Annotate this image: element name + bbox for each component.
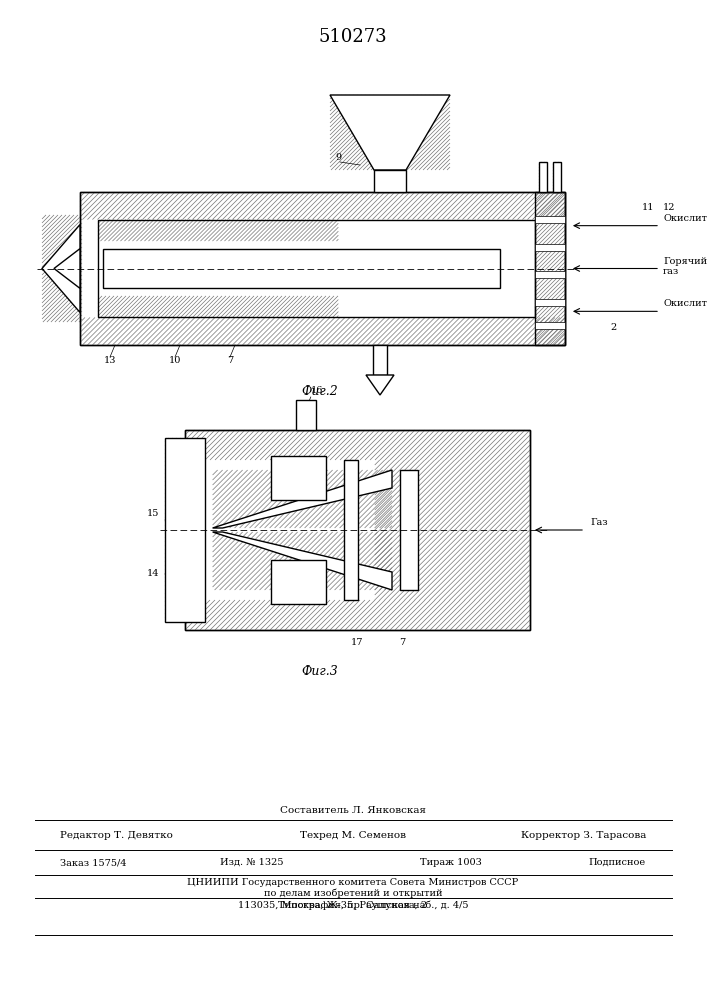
Text: Корректор З. Тарасова: Корректор З. Тарасова	[520, 830, 646, 840]
Text: 7: 7	[227, 356, 233, 365]
Bar	[535, 244, 565, 251]
Bar	[103, 249, 500, 288]
Bar	[98, 220, 535, 317]
Text: 15: 15	[147, 510, 159, 518]
Text: Фиг.2: Фиг.2	[302, 385, 339, 398]
Text: Подписное: Подписное	[589, 858, 646, 867]
Polygon shape	[366, 375, 394, 395]
Text: Фиг.3: Фиг.3	[302, 665, 339, 678]
Text: газ: газ	[663, 267, 679, 276]
Text: 510273: 510273	[319, 28, 387, 46]
Text: Тираж 1003: Тираж 1003	[420, 858, 482, 867]
Polygon shape	[213, 470, 392, 528]
Bar	[271, 456, 326, 500]
Text: 13: 13	[104, 356, 116, 365]
Bar	[185, 430, 530, 630]
Text: Заказ 1575/4: Заказ 1575/4	[60, 858, 127, 867]
Text: 16: 16	[311, 386, 323, 395]
Bar	[535, 192, 565, 345]
Text: Окислитель: Окислитель	[663, 214, 707, 223]
Bar	[80, 192, 565, 345]
Text: Типография, пр. Салунова, 2: Типография, пр. Салунова, 2	[279, 901, 428, 910]
Bar	[535, 271, 565, 278]
Text: 9: 9	[335, 153, 341, 162]
Text: 5: 5	[377, 356, 383, 365]
Bar	[535, 216, 565, 223]
Text: 12: 12	[663, 203, 675, 212]
Text: Техред М. Семенов: Техред М. Семенов	[300, 830, 406, 840]
Bar	[271, 560, 326, 604]
Polygon shape	[42, 225, 80, 312]
Bar	[374, 170, 406, 192]
Text: Окислитель: Окислитель	[663, 299, 707, 308]
Text: Горячий: Горячий	[663, 256, 707, 265]
Bar	[165, 438, 205, 622]
Bar	[80, 192, 565, 345]
Text: 14: 14	[147, 570, 160, 578]
Bar	[373, 345, 387, 375]
Text: по делам изобретений и открытий: по делам изобретений и открытий	[264, 889, 443, 898]
Bar	[535, 322, 565, 329]
Polygon shape	[213, 532, 392, 590]
Polygon shape	[330, 95, 450, 170]
Text: 7: 7	[399, 638, 406, 647]
Text: Составитель Л. Янковская: Составитель Л. Янковская	[280, 806, 426, 815]
Text: 113035, Москва, Ж-35, Раушская наб., д. 4/5: 113035, Москва, Ж-35, Раушская наб., д. …	[238, 900, 468, 910]
Bar	[400, 470, 419, 590]
Polygon shape	[54, 249, 80, 288]
Text: Изд. № 1325: Изд. № 1325	[220, 858, 284, 867]
Text: 11: 11	[642, 203, 655, 212]
Bar	[296, 400, 316, 430]
Bar	[535, 299, 565, 306]
Bar	[185, 430, 530, 630]
Text: Редактор Т. Девятко: Редактор Т. Девятко	[60, 830, 173, 840]
Text: ЦНИИПИ Государственного комитета Совета Министров СССР: ЦНИИПИ Государственного комитета Совета …	[187, 878, 519, 887]
Text: 10: 10	[169, 356, 181, 365]
Text: 2: 2	[610, 323, 617, 332]
Text: Газ: Газ	[590, 518, 607, 527]
Bar	[553, 162, 561, 192]
Bar	[539, 162, 547, 192]
Bar	[344, 460, 358, 600]
Text: 17: 17	[351, 638, 363, 647]
